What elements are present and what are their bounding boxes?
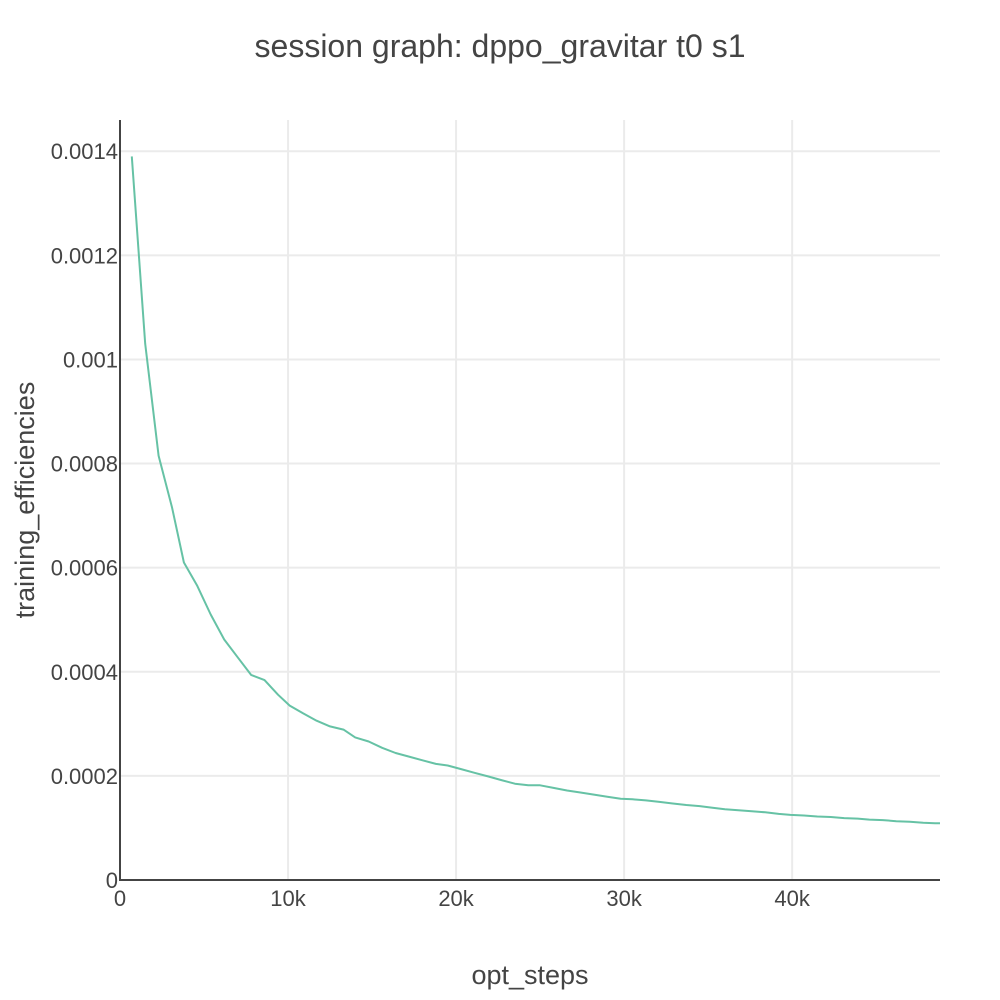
y-tick-label: 0.0006 [51,556,118,581]
y-tick-label: 0.0008 [51,452,118,477]
series-line [130,156,940,825]
chart-title: session graph: dppo_gravitar t0 s1 [254,28,746,64]
x-tick-label: 10k [270,886,306,911]
y-tick-label: 0.0004 [51,660,118,685]
x-axis-title: opt_steps [471,960,588,990]
x-tick-label: 0 [114,886,126,911]
y-tick-label: 0.0002 [51,764,118,789]
y-axis-title: training_efficiencies [10,382,40,619]
y-tick-label: 0 [106,868,118,893]
x-tick-label: 30k [606,886,642,911]
y-tick-label: 0.0012 [51,243,118,268]
x-tick-label: 20k [438,886,474,911]
x-tick-label: 40k [774,886,810,911]
y-tick-label: 0.0014 [51,139,118,164]
y-tick-label: 0.001 [63,347,118,372]
